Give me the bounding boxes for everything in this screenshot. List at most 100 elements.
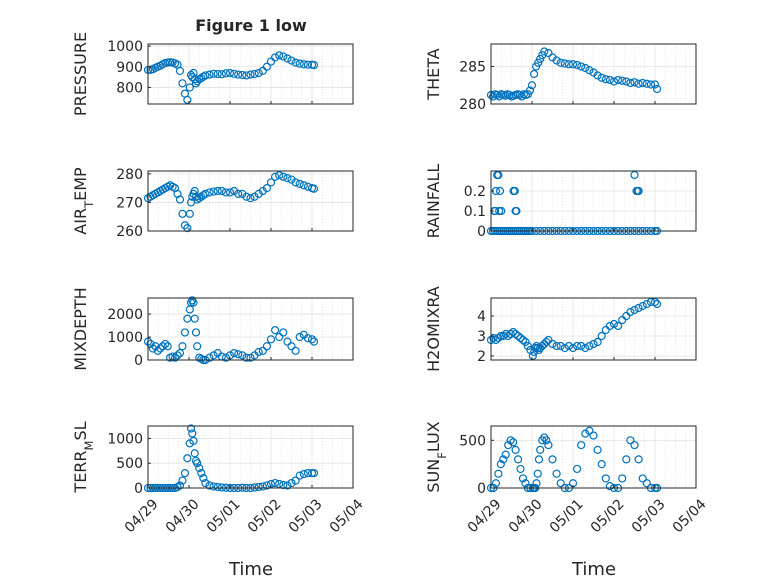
data-point <box>622 455 631 464</box>
data-point <box>601 474 610 483</box>
y-tick-label: 0 <box>134 481 143 497</box>
data-point <box>491 335 501 345</box>
data-point <box>258 66 267 75</box>
data-point <box>518 335 528 345</box>
y-tick-label: 0.1 <box>464 204 486 220</box>
data-point <box>544 48 553 58</box>
data-point <box>271 53 280 62</box>
subplot-2: 280 285 THETA <box>424 43 697 113</box>
x-axis-label-left: Time <box>228 559 273 580</box>
data-point <box>609 77 619 86</box>
data-point <box>258 346 267 355</box>
y-axis-label: AIRTEMP <box>71 167 96 235</box>
data-point <box>309 337 319 346</box>
data-point <box>299 181 308 190</box>
data-point <box>511 445 520 454</box>
data-point <box>225 188 235 197</box>
data-point <box>275 171 284 180</box>
data-point <box>205 70 214 79</box>
data-point <box>175 195 185 204</box>
y-tick-label: 800 <box>116 80 143 96</box>
data-point <box>146 339 155 349</box>
axes-box <box>147 425 354 489</box>
data-point <box>521 479 530 488</box>
data-point <box>279 172 288 181</box>
data-point <box>518 474 528 483</box>
data-point <box>572 341 582 351</box>
data-point <box>180 328 189 337</box>
data-point <box>516 333 525 343</box>
data-point <box>186 424 196 433</box>
data-point <box>626 307 635 317</box>
data-point <box>178 342 187 351</box>
data-point <box>494 469 503 478</box>
data-point <box>163 342 172 351</box>
data-point <box>589 431 598 440</box>
data-point <box>581 429 590 438</box>
subplot-7: 0 500 1000 TERRMSL 04/29 04/30 05/01 05/02 05/03… <box>71 421 367 536</box>
data-point <box>193 195 202 204</box>
data-point <box>511 329 520 339</box>
data-point <box>512 206 521 216</box>
subplot-8: 0 500 SUNFLUX 04/29 04/30 05/01 05/02 05/03 05/0… <box>424 421 710 536</box>
data-point <box>552 56 561 65</box>
data-point <box>213 186 222 196</box>
data-point <box>650 80 660 89</box>
data-point <box>283 54 292 63</box>
data-point <box>589 339 598 349</box>
data-point <box>560 343 569 353</box>
y-tick-label: 0.2 <box>464 184 486 200</box>
data-point <box>246 194 255 203</box>
data-point <box>506 329 515 339</box>
data-point <box>534 455 544 464</box>
data-point <box>190 314 199 323</box>
x-tick-label: 05/01 <box>547 496 587 536</box>
y-tick-label: 2 <box>477 349 486 365</box>
data-point <box>613 75 623 85</box>
data-point <box>642 299 651 309</box>
data-point <box>533 469 542 478</box>
y-tick-label: 270 <box>116 195 143 211</box>
svg-text:H2OMIXRA: H2OMIXRA <box>424 286 443 372</box>
axes-box <box>490 297 697 361</box>
data-point <box>585 66 594 75</box>
y-axis-label: SUNFLUX <box>424 421 449 492</box>
data-point <box>630 305 639 315</box>
data-point <box>605 481 615 491</box>
data-point <box>295 332 304 342</box>
data-point <box>190 186 199 196</box>
data-point <box>506 436 515 445</box>
data-point <box>626 436 635 445</box>
data-point <box>291 346 300 355</box>
data-point <box>593 445 602 454</box>
data-point <box>548 455 557 464</box>
y-axis-label: THETA <box>424 48 443 100</box>
data-point <box>499 455 508 464</box>
data-point <box>209 69 218 78</box>
axes-box <box>490 43 697 105</box>
data-point <box>525 86 535 95</box>
data-point <box>221 353 230 362</box>
data-point <box>246 353 255 362</box>
data-point <box>630 78 639 87</box>
data-point <box>540 339 549 349</box>
data-point <box>153 346 162 355</box>
data-point <box>536 445 545 454</box>
data-point <box>275 332 284 342</box>
data-point <box>523 341 533 351</box>
data-point <box>501 329 510 339</box>
data-point <box>178 209 187 218</box>
data-point <box>501 450 510 459</box>
data-point <box>254 482 263 492</box>
data-point <box>189 436 198 445</box>
data-point <box>509 327 518 337</box>
data-point <box>552 469 561 478</box>
data-point <box>504 331 513 341</box>
data-point <box>572 60 582 70</box>
data-point <box>201 71 210 80</box>
svg-text:TERRMSL: TERRMSL <box>71 421 96 493</box>
data-point <box>505 90 514 100</box>
x-tick-label: 05/03 <box>286 496 326 536</box>
data-point <box>642 79 651 88</box>
data-point <box>266 335 276 344</box>
